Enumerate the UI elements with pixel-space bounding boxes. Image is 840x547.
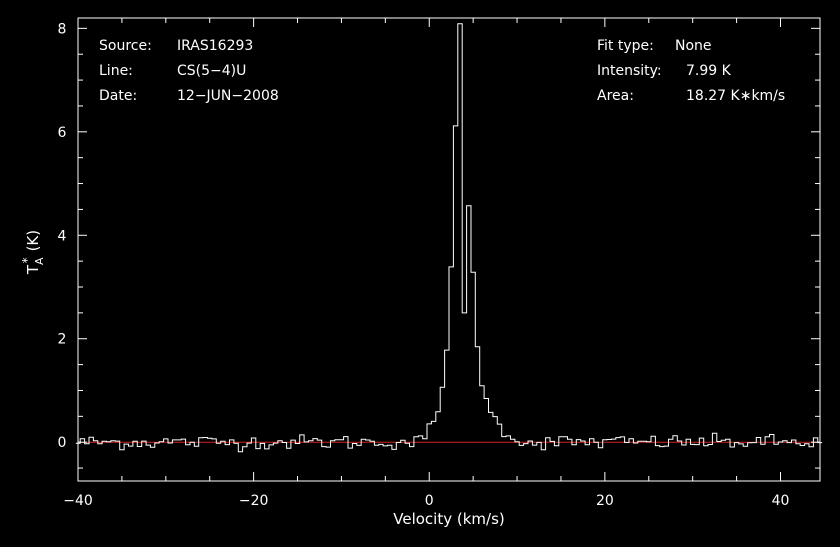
date-value: 12−JUN−2008	[177, 88, 279, 104]
fit-type-label: Fit type:	[597, 38, 654, 54]
y-tick-label: 8	[58, 21, 67, 37]
area-value: 18.27 K∗km/s	[686, 88, 785, 104]
y-tick-label: 2	[58, 332, 67, 348]
y-axis-label-unit: (K)	[24, 230, 42, 252]
x-axis-label: Velocity (km/s)	[393, 510, 504, 528]
x-tick-label: 40	[772, 493, 790, 509]
intensity-value: 7.99 K	[686, 63, 732, 79]
line-value: CS(5−4)U	[177, 63, 246, 79]
plot-frame	[77, 17, 821, 482]
source-label: Source:	[99, 38, 152, 54]
source-value: IRAS16293	[177, 38, 253, 54]
intensity-label: Intensity:	[597, 63, 662, 79]
x-tick-label: 20	[596, 493, 614, 509]
date-label: Date:	[99, 88, 137, 104]
svg-text:TA*(K): TA* (K)	[20, 230, 46, 275]
y-axis-label-main: T	[24, 264, 42, 275]
y-tick-label: 6	[58, 125, 67, 141]
y-axis-label: TA* (K)	[20, 230, 46, 275]
x-tick-label: 0	[425, 493, 434, 509]
x-tick-label: −20	[239, 493, 269, 509]
info-block-left: Source: IRAS16293 Line: CS(5−4)U Date: 1…	[99, 38, 279, 104]
y-axis-label-sub: A	[33, 257, 46, 265]
spectrum-line	[75, 23, 823, 453]
info-block-right: Fit type: None Intensity: 7.99 K Area: 1…	[597, 38, 785, 104]
fit-type-value: None	[675, 38, 712, 54]
x-tick-label: −40	[63, 493, 93, 509]
line-label: Line:	[99, 63, 133, 79]
y-axis-label-sup: *	[20, 257, 34, 263]
y-tick-label: 0	[58, 435, 67, 451]
y-tick-label: 4	[58, 228, 67, 244]
area-label: Area:	[597, 88, 634, 104]
